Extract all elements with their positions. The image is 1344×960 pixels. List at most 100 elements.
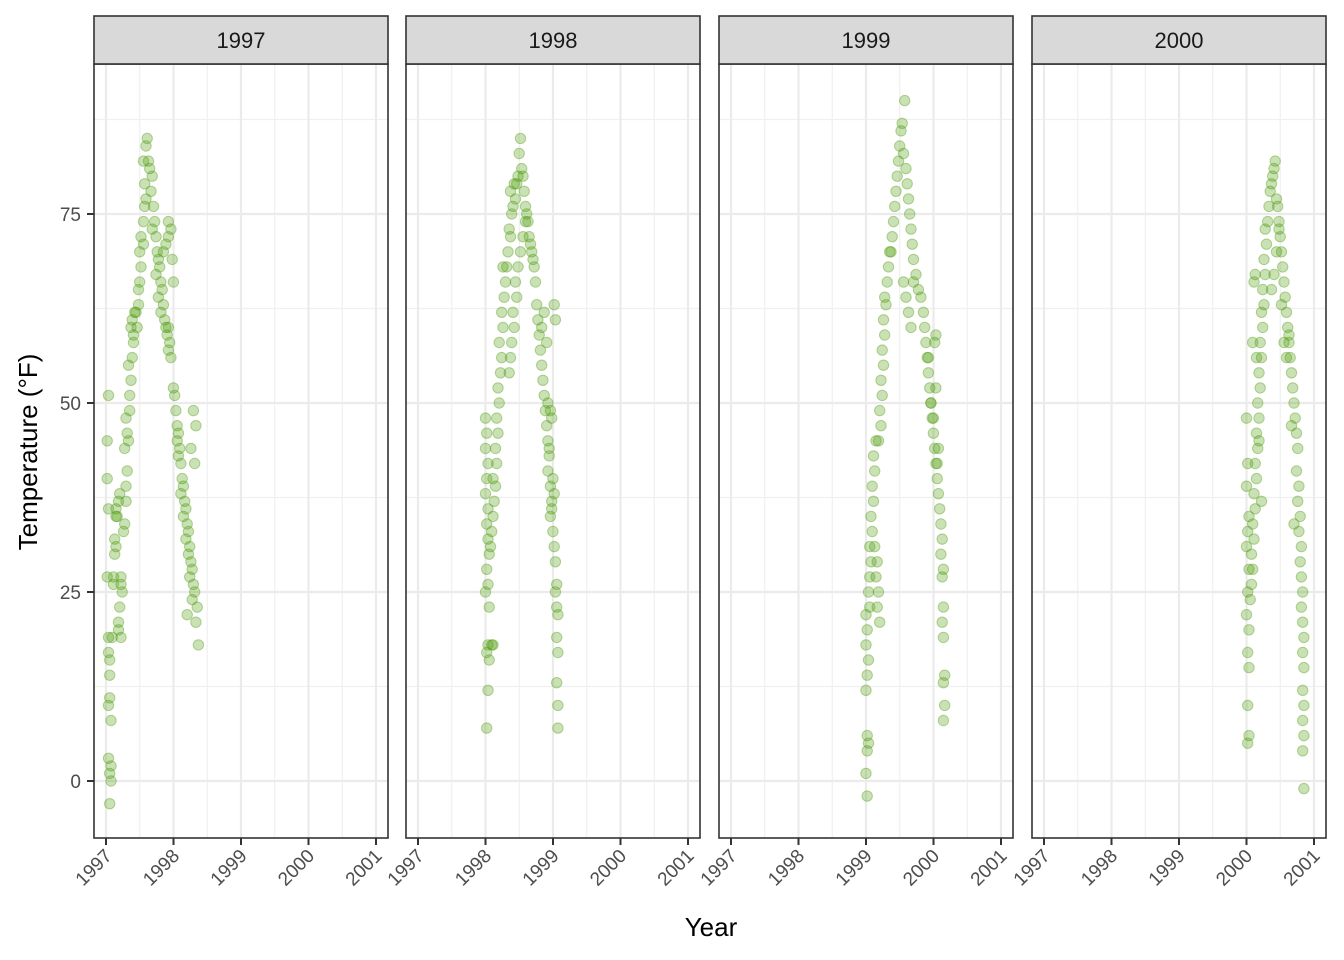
- data-point: [152, 291, 165, 303]
- data-point: [862, 586, 875, 598]
- data-point: [157, 299, 170, 311]
- data-point: [935, 548, 947, 560]
- data-point: [937, 631, 950, 644]
- data-point: [1243, 624, 1255, 636]
- data-point: [184, 571, 196, 583]
- data-point: [920, 336, 932, 349]
- data-point: [487, 510, 499, 523]
- data-point: [1288, 397, 1300, 409]
- data-point: [1262, 215, 1274, 228]
- data-point: [1297, 586, 1309, 598]
- data-point: [104, 669, 116, 681]
- x-tick-label: 1997: [384, 846, 429, 891]
- data-point: [150, 231, 162, 243]
- data-point: [919, 321, 931, 334]
- data-point: [124, 404, 136, 417]
- data-point: [1280, 351, 1293, 364]
- data-point: [936, 571, 948, 583]
- data-point: [900, 291, 912, 303]
- data-point: [504, 231, 517, 243]
- data-point: [107, 571, 120, 583]
- data-point: [491, 412, 503, 424]
- data-point: [1247, 563, 1259, 575]
- data-point: [506, 336, 518, 349]
- data-point: [483, 654, 495, 666]
- data-point: [104, 692, 116, 704]
- facet-strip-label: 2000: [1155, 28, 1204, 53]
- facet-panel-1998: 1998 1997 1998 1999 2000 2001: [384, 15, 701, 891]
- data-point: [874, 616, 886, 628]
- data-point: [159, 314, 171, 326]
- data-point: [871, 556, 883, 568]
- data-point: [105, 714, 117, 727]
- data-point: [1292, 442, 1304, 455]
- data-point: [549, 586, 562, 598]
- data-point: [937, 563, 950, 575]
- data-point: [165, 223, 177, 235]
- data-point: [542, 435, 554, 447]
- data-point: [1245, 548, 1258, 560]
- data-point: [526, 246, 538, 258]
- data-point: [861, 790, 873, 802]
- data-point: [185, 442, 197, 455]
- data-point: [546, 412, 558, 424]
- data-point: [866, 480, 878, 492]
- data-point: [110, 540, 122, 553]
- data-point: [552, 609, 564, 621]
- data-point: [497, 261, 509, 273]
- data-point: [102, 699, 115, 712]
- data-point: [1275, 246, 1288, 258]
- data-point: [114, 601, 126, 613]
- data-point: [1295, 540, 1308, 553]
- data-point: [864, 601, 876, 613]
- data-point: [1283, 336, 1295, 349]
- data-point: [160, 238, 172, 250]
- data-point: [937, 677, 950, 689]
- data-point: [876, 389, 888, 402]
- data-point: [487, 639, 499, 651]
- data-point: [101, 435, 113, 447]
- data-point: [109, 548, 121, 560]
- x-tick-label: 2001: [342, 846, 387, 891]
- x-tick-label: 1998: [451, 846, 496, 891]
- data-point: [127, 329, 140, 341]
- data-point: [1243, 729, 1255, 742]
- data-point: [890, 185, 902, 198]
- data-point: [1245, 578, 1258, 591]
- data-point: [1255, 306, 1268, 318]
- data-point: [507, 306, 519, 318]
- data-point: [521, 208, 533, 220]
- data-point: [862, 654, 875, 666]
- data-point: [479, 586, 492, 598]
- data-point: [167, 276, 180, 288]
- data-point: [1243, 661, 1255, 674]
- data-point: [1297, 684, 1309, 696]
- data-point: [874, 404, 886, 417]
- data-point: [1242, 646, 1254, 659]
- data-point: [547, 525, 559, 538]
- data-point: [141, 132, 153, 145]
- data-point: [105, 760, 117, 772]
- data-point: [155, 276, 167, 288]
- data-point: [939, 699, 951, 712]
- data-point: [1290, 427, 1303, 439]
- data-point: [498, 291, 510, 303]
- data-point: [549, 556, 562, 568]
- data-point: [125, 374, 137, 386]
- data-point: [1247, 336, 1259, 349]
- data-point: [492, 382, 504, 394]
- data-point: [885, 246, 897, 258]
- data-point: [491, 457, 503, 470]
- data-point: [1295, 601, 1308, 613]
- data-point: [1254, 382, 1266, 394]
- data-point: [1292, 495, 1304, 507]
- data-point: [497, 321, 509, 334]
- data-point: [552, 699, 564, 712]
- data-point: [147, 200, 160, 213]
- data-point: [884, 246, 896, 258]
- data-point: [889, 200, 901, 213]
- data-point: [134, 276, 146, 288]
- data-point: [1257, 283, 1269, 296]
- data-point: [1297, 616, 1309, 628]
- x-axis-title: Year: [685, 912, 738, 942]
